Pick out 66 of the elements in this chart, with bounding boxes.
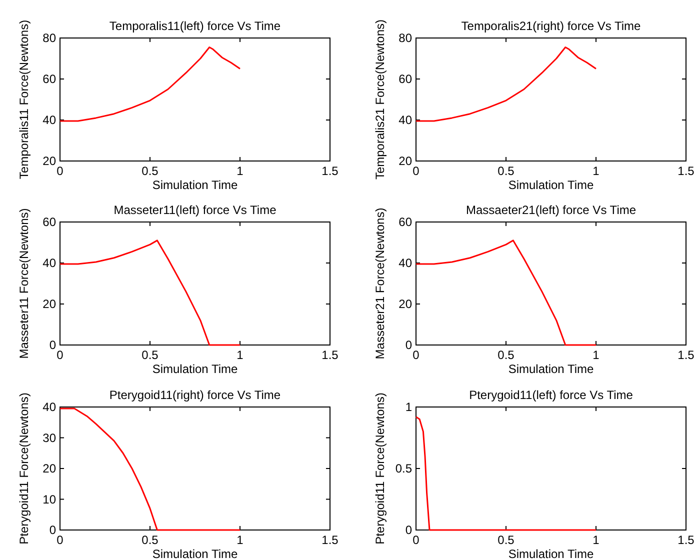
y-tick-label: 60 — [42, 72, 56, 86]
x-axis-title: Simulation Time — [152, 178, 238, 192]
x-tick-label: 0.5 — [142, 348, 159, 362]
y-tick-label: 40 — [42, 256, 56, 270]
line-series — [415, 240, 597, 346]
x-axis-title: Simulation Time — [508, 362, 594, 376]
chart-title: Massaeter21(left) force Vs Time — [466, 203, 636, 217]
y-tick-label: 0 — [405, 338, 412, 352]
y-tick-label: 0 — [405, 523, 412, 538]
x-axis-title: Simulation Time — [508, 547, 594, 559]
y-tick-label: 20 — [42, 154, 56, 168]
y-tick-label: 80 — [42, 31, 56, 46]
y-axis-title: Temporalis21 Force(Newtons) — [373, 19, 387, 180]
x-tick-label: 1 — [236, 533, 244, 547]
y-tick-label: 40 — [42, 113, 56, 128]
x-axis-title: Simulation Time — [152, 547, 238, 559]
x-tick-label: 1.5 — [678, 348, 695, 362]
x-tick-label: 0.5 — [142, 533, 159, 547]
x-tick-label: 1 — [592, 533, 600, 547]
line-series — [59, 240, 241, 346]
x-tick-label: 0.5 — [142, 164, 159, 178]
x-tick-label: 1.5 — [322, 164, 339, 178]
y-tick-label: 60 — [398, 72, 412, 86]
y-axis-title: Masseter11 Force(Newtons) — [17, 208, 31, 359]
x-tick-label: 0.5 — [498, 164, 515, 178]
line-series — [59, 46, 241, 122]
x-tick-label: 1 — [592, 348, 600, 362]
y-tick-label: 0 — [49, 523, 56, 538]
y-tick-label: 80 — [398, 31, 412, 46]
line-series — [415, 416, 597, 531]
x-tick-label: 1 — [236, 348, 244, 362]
x-tick-label: 1 — [592, 164, 600, 178]
y-tick-label: 20 — [42, 297, 56, 312]
y-axis-title: Temporalis11 Force(Newtons) — [17, 20, 31, 180]
y-tick-label: 20 — [398, 154, 412, 168]
line-series — [415, 46, 597, 122]
y-tick-label: 20 — [398, 297, 412, 312]
y-tick-label: 40 — [398, 256, 412, 270]
chart-title: Masseter11(left) force Vs Time — [114, 203, 277, 217]
y-axis-title: Pterygoid11 Force(Newtons) — [373, 392, 387, 544]
x-tick-label: 1.5 — [322, 533, 339, 547]
x-tick-label: 1.5 — [678, 533, 695, 547]
chart-title: Temporalis11(left) force Vs Time — [109, 19, 281, 33]
y-axis-title: Masseter21 Force(Newtons) — [373, 208, 387, 360]
x-tick-label: 0.5 — [498, 533, 515, 547]
chart-title: Pterygoid11(right) force Vs Time — [109, 388, 281, 402]
y-tick-label: 1 — [405, 400, 412, 414]
y-tick-label: 10 — [42, 492, 56, 506]
chart-title: Pterygoid11(left) force Vs Time — [469, 388, 634, 402]
y-tick-label: 60 — [42, 215, 56, 230]
chart-title: Temporalis21(right) force Vs Time — [461, 19, 642, 33]
x-axis-title: Simulation Time — [508, 178, 594, 192]
y-axis-title: Pterygoid11 Force(Newtons) — [17, 392, 31, 544]
x-axis-title: Simulation Time — [152, 362, 238, 376]
y-tick-label: 0.5 — [395, 462, 412, 476]
y-tick-label: 60 — [398, 215, 412, 230]
x-tick-label: 1 — [236, 164, 244, 178]
y-tick-label: 0 — [49, 338, 56, 352]
x-tick-label: 1.5 — [678, 164, 695, 178]
y-tick-label: 40 — [42, 400, 56, 414]
y-tick-label: 40 — [398, 113, 412, 128]
line-series — [59, 408, 241, 531]
y-tick-label: 30 — [42, 430, 56, 445]
y-tick-label: 20 — [42, 462, 56, 476]
x-tick-label: 0.5 — [498, 348, 515, 362]
x-tick-label: 1.5 — [322, 348, 339, 362]
